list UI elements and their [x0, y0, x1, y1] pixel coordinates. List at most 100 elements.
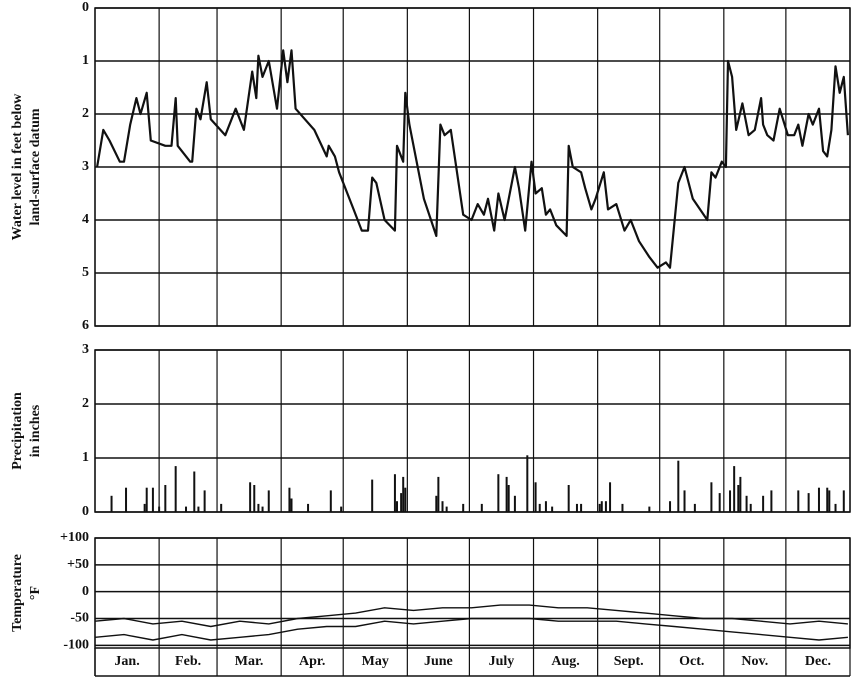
- y-tick-label: 2: [82, 106, 89, 121]
- bar: [307, 503, 310, 512]
- bar: [538, 503, 541, 512]
- bar: [203, 490, 206, 512]
- bar: [526, 455, 529, 512]
- y-tick-label: +100: [60, 530, 89, 545]
- y-tick-label: 1: [82, 450, 89, 465]
- bar: [400, 493, 403, 512]
- bar: [480, 503, 483, 512]
- bar: [158, 506, 161, 512]
- bar: [393, 474, 396, 512]
- bar: [598, 503, 601, 512]
- bar: [544, 501, 547, 512]
- month-label: Feb.: [175, 654, 201, 669]
- y-tick-label: 4: [82, 212, 89, 227]
- bar: [143, 503, 146, 512]
- bar: [842, 490, 845, 512]
- bar: [197, 506, 200, 512]
- bar: [267, 490, 270, 512]
- bar: [220, 503, 223, 512]
- bar: [826, 487, 829, 512]
- y-axis-label: °F: [28, 586, 43, 600]
- bar: [249, 482, 252, 512]
- bar: [497, 474, 500, 512]
- bar: [371, 479, 374, 512]
- bar: [745, 495, 748, 512]
- bar: [575, 503, 578, 512]
- y-tick-label: 3: [82, 342, 89, 357]
- bar: [770, 490, 773, 512]
- y-tick-label: 0: [82, 584, 89, 599]
- bar: [261, 506, 264, 512]
- bar: [435, 495, 438, 512]
- month-label: May: [362, 654, 389, 669]
- data-line: [96, 49, 849, 269]
- bar: [739, 476, 742, 512]
- bar: [828, 490, 831, 512]
- bar: [110, 495, 113, 512]
- month-label: Apr.: [299, 654, 325, 669]
- bar: [253, 485, 256, 512]
- data-line: [94, 604, 848, 628]
- bar: [551, 506, 554, 512]
- bar: [580, 503, 583, 512]
- y-tick-label: 6: [82, 318, 89, 333]
- y-axis-label: Temperature: [10, 554, 25, 632]
- y-axis-label: Precipitation: [10, 392, 25, 470]
- data-line: [94, 617, 848, 641]
- month-label: Mar.: [235, 654, 264, 669]
- month-label: Nov.: [741, 654, 768, 669]
- bar: [437, 476, 440, 512]
- month-label: Oct.: [679, 654, 704, 669]
- bar: [807, 493, 810, 512]
- bar: [604, 501, 607, 512]
- y-tick-label: 0: [82, 504, 89, 519]
- month-label: Sept.: [614, 654, 644, 669]
- panel-frame: [94, 349, 851, 513]
- panel-frame: [94, 537, 851, 649]
- month-label: Aug.: [551, 654, 579, 669]
- bar: [396, 501, 398, 512]
- bar: [567, 485, 570, 512]
- panel-frame: [94, 7, 851, 327]
- bar: [817, 487, 820, 512]
- bar: [507, 485, 510, 512]
- bar: [174, 466, 177, 512]
- bar: [257, 503, 260, 512]
- bar: [340, 506, 343, 512]
- bar: [404, 487, 407, 512]
- bar: [513, 495, 516, 512]
- bar: [683, 490, 686, 512]
- bar: [669, 501, 672, 512]
- y-axis-label: land-surface datum: [28, 108, 43, 225]
- bar: [693, 503, 696, 512]
- bar: [797, 490, 800, 512]
- y-tick-label: +50: [67, 557, 89, 572]
- bar: [462, 503, 465, 512]
- bar: [733, 466, 736, 512]
- y-tick-label: 1: [82, 53, 89, 68]
- bar: [402, 476, 405, 512]
- month-label: Dec.: [805, 654, 831, 669]
- bar: [677, 460, 680, 512]
- bar: [164, 485, 167, 512]
- bar: [151, 487, 154, 512]
- bar: [729, 490, 732, 512]
- y-tick-label: 2: [82, 396, 89, 411]
- y-tick-label: 3: [82, 159, 89, 174]
- bar: [125, 487, 128, 512]
- bar: [441, 501, 444, 512]
- bar: [718, 493, 721, 512]
- bar: [600, 501, 603, 512]
- bar: [329, 490, 332, 512]
- bar: [609, 482, 612, 512]
- month-label: July: [489, 654, 515, 669]
- bar: [185, 506, 188, 512]
- bar: [193, 471, 196, 512]
- bar: [737, 485, 740, 512]
- bar: [648, 506, 651, 512]
- bar: [834, 503, 837, 512]
- bar: [145, 487, 148, 512]
- bar: [749, 503, 752, 512]
